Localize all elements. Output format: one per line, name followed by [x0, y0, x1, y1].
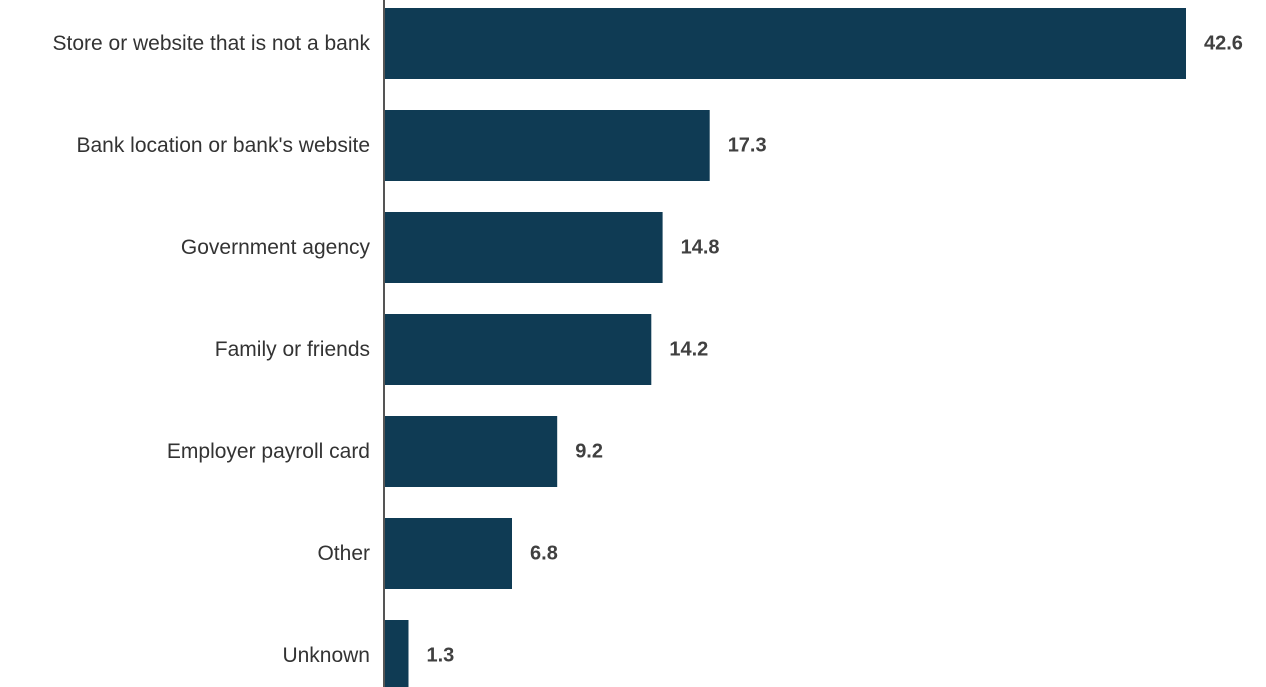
- bar-4: [384, 416, 558, 487]
- category-label-6: Unknown: [282, 644, 370, 667]
- value-label-0: 42.6: [1204, 33, 1243, 55]
- value-label-3: 14.2: [669, 339, 708, 361]
- bar-1: [384, 110, 710, 181]
- bar-2: [384, 212, 663, 283]
- labels-layer: Store or website that is not a bank 42.6 B…: [52, 32, 1242, 667]
- bar-0: [384, 8, 1186, 79]
- category-label-3: Family or friends: [215, 338, 370, 361]
- bar-6: [384, 620, 409, 687]
- value-label-5: 6.8: [530, 543, 558, 565]
- category-label-4: Employer payroll card: [167, 440, 370, 463]
- value-label-4: 9.2: [575, 441, 603, 463]
- category-label-1: Bank location or bank's website: [76, 134, 370, 157]
- bar-5: [384, 518, 512, 589]
- bar-3: [384, 314, 652, 385]
- bars-layer: [384, 8, 1186, 687]
- category-label-2: Government agency: [181, 236, 371, 259]
- category-label-5: Other: [317, 542, 370, 565]
- category-label-0: Store or website that is not a bank: [52, 32, 370, 55]
- value-label-6: 1.3: [426, 645, 454, 667]
- value-label-2: 14.8: [681, 237, 720, 259]
- value-label-1: 17.3: [728, 135, 767, 157]
